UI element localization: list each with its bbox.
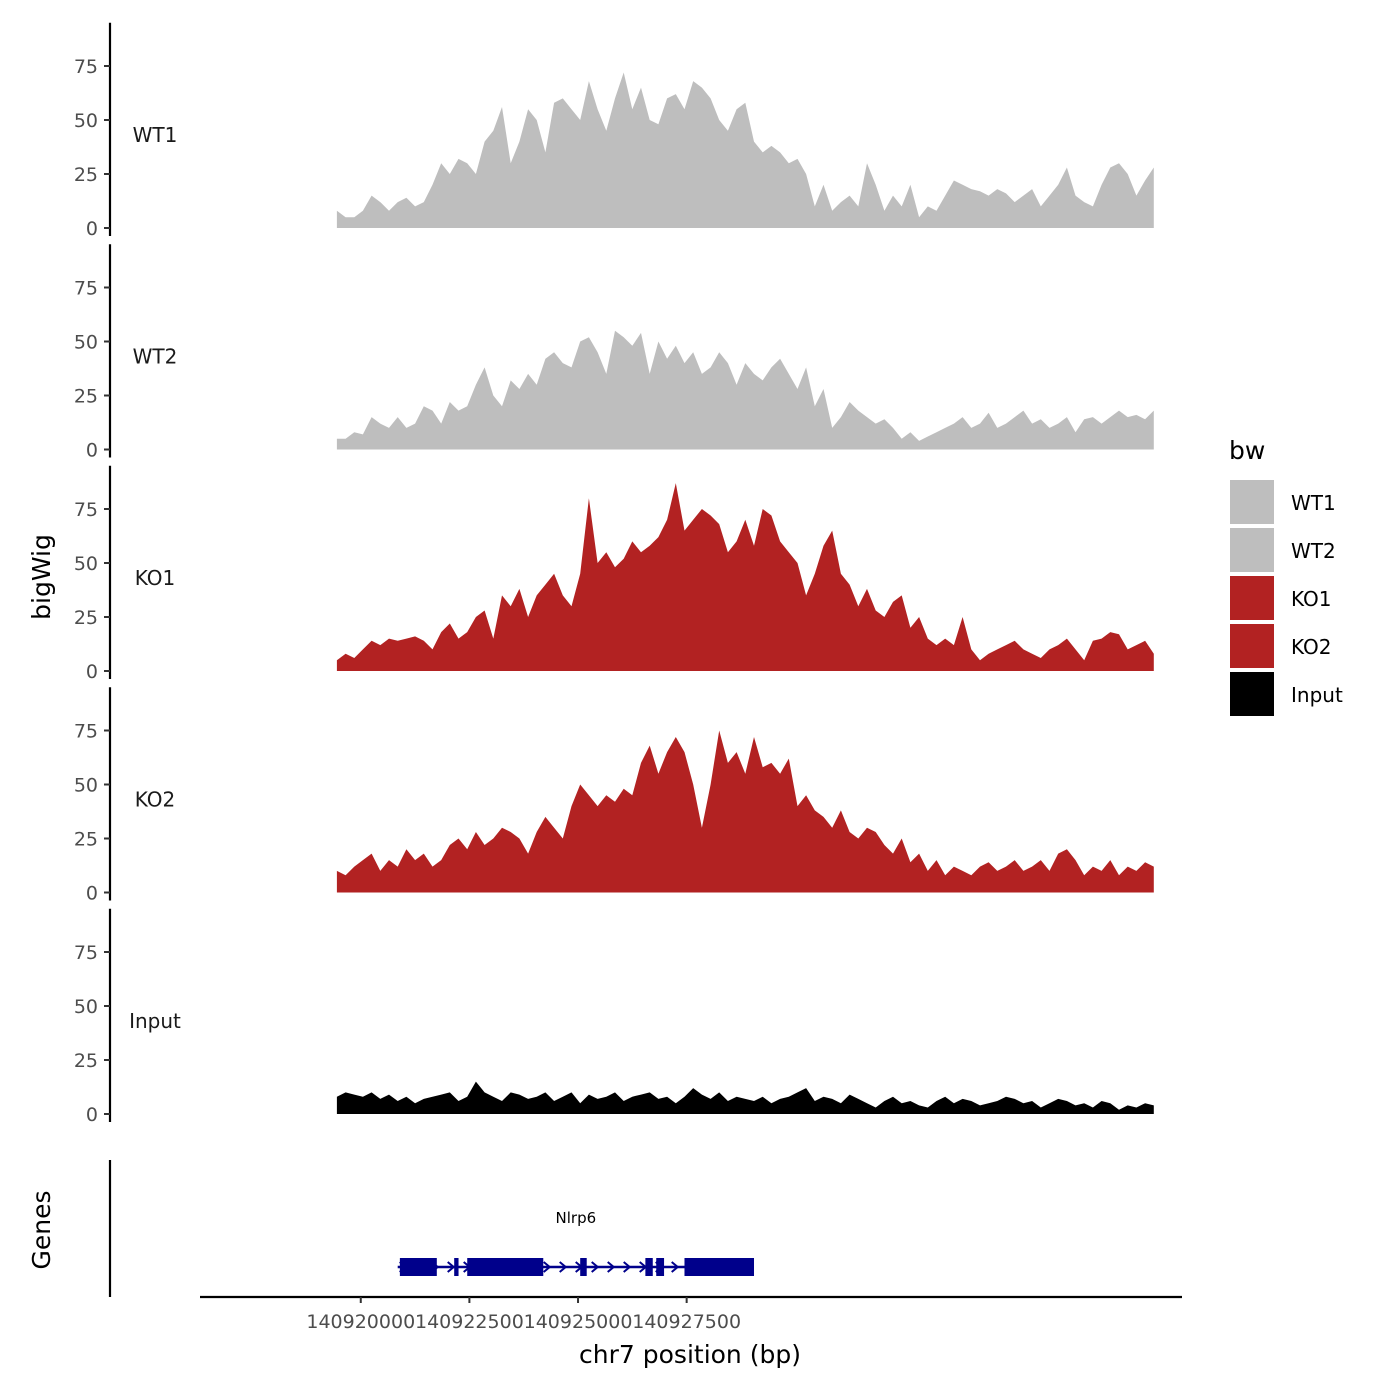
x-tick-label-140925000: 140925000 (524, 1311, 633, 1333)
coverage-tracks: 0 25 50 75 WT1 0 25 50 75 WT2 0 25 50 75 KO1 0 25 50 75 KO2… (74, 22, 1154, 1126)
legend-label-wt2: WT2 (1291, 539, 1336, 563)
y-tick-label-wt2-75: 75 (74, 278, 98, 300)
strand-arrow (447, 1261, 456, 1273)
strand-arrow (623, 1261, 632, 1273)
x-axis: 140920000 140922500 140925000 140927500 (200, 1295, 1182, 1333)
genes-axis-title: Genes (27, 1190, 56, 1269)
strand-arrow (671, 1261, 680, 1273)
legend-swatch-ko1 (1230, 576, 1274, 620)
strand-arrow (559, 1261, 568, 1273)
y-tick-label-wt1-25: 25 (74, 164, 98, 186)
legend-swatch-wt2 (1230, 528, 1274, 572)
strand-arrow (543, 1261, 552, 1273)
area-input (336, 1081, 1154, 1114)
y-tick-label-ko2-50: 50 (74, 775, 98, 797)
y-tick-label-input-75: 75 (74, 942, 98, 964)
track-ko1: 0 25 50 75 KO1 (74, 465, 1154, 683)
x-axis-title: chr7 position (bp) (579, 1340, 801, 1369)
track-label-wt2: WT2 (133, 345, 178, 369)
strand-arrow (591, 1261, 600, 1273)
area-ko2 (336, 730, 1154, 893)
exon-6 (656, 1258, 665, 1276)
track-wt1: 0 25 50 75 WT1 (74, 22, 1154, 240)
legend: bw WT1 WT2 KO1 KO2 Input (1229, 436, 1343, 716)
exon-5 (645, 1258, 653, 1276)
y-tick-label-input-50: 50 (74, 996, 98, 1018)
exon-1 (399, 1258, 437, 1276)
area-wt1 (336, 72, 1154, 228)
y-tick-label-wt1-75: 75 (74, 56, 98, 78)
legend-swatch-input (1230, 672, 1274, 716)
legend-label-wt1: WT1 (1291, 491, 1336, 515)
x-tick-label-140920000: 140920000 (306, 1311, 415, 1333)
gene-label-nlrp6: Nlrp6 (556, 1209, 597, 1227)
track-wt2: 0 25 50 75 WT2 (74, 244, 1154, 462)
y-tick-label-ko1-0: 0 (86, 661, 98, 683)
legend-label-input: Input (1291, 683, 1343, 707)
y-tick-label-ko1-25: 25 (74, 607, 98, 629)
y-tick-label-wt1-50: 50 (74, 110, 98, 132)
area-wt2 (336, 330, 1154, 450)
y-tick-label-ko1-50: 50 (74, 553, 98, 575)
track-ko2: 0 25 50 75 KO2 (74, 687, 1154, 905)
gene-track: Nlrp6 (108, 1160, 755, 1297)
strand-arrow (607, 1261, 616, 1273)
exon-4 (580, 1258, 587, 1276)
exon-3 (467, 1258, 544, 1276)
track-label-input: Input (129, 1009, 181, 1033)
track-label-wt1: WT1 (133, 123, 178, 147)
y-tick-label-wt1-0: 0 (86, 218, 98, 240)
legend-title: bw (1229, 436, 1265, 465)
y-tick-label-ko2-75: 75 (74, 721, 98, 743)
track-label-ko2: KO2 (135, 788, 176, 812)
y-tick-label-wt2-50: 50 (74, 332, 98, 354)
legend-label-ko2: KO2 (1291, 635, 1332, 659)
y-tick-label-wt2-0: 0 (86, 440, 98, 462)
exon-7 (684, 1258, 755, 1276)
y-axis-title: bigWig (27, 534, 56, 620)
legend-swatch-ko2 (1230, 624, 1274, 668)
y-tick-label-input-25: 25 (74, 1050, 98, 1072)
y-tick-label-wt2-25: 25 (74, 386, 98, 408)
x-tick-label-140927500: 140927500 (632, 1311, 741, 1333)
track-input: 0 25 50 75 Input (74, 908, 1154, 1126)
gene-nlrp6: Nlrp6 (397, 1209, 755, 1276)
exon-2 (454, 1258, 459, 1276)
area-ko1 (336, 483, 1154, 671)
x-tick-label-140922500: 140922500 (415, 1311, 524, 1333)
track-label-ko1: KO1 (135, 566, 176, 590)
y-tick-label-ko2-0: 0 (86, 883, 98, 905)
legend-swatch-wt1 (1230, 480, 1274, 524)
y-tick-label-input-0: 0 (86, 1104, 98, 1126)
y-tick-label-ko1-75: 75 (74, 499, 98, 521)
y-tick-label-ko2-25: 25 (74, 829, 98, 851)
legend-label-ko1: KO1 (1291, 587, 1332, 611)
